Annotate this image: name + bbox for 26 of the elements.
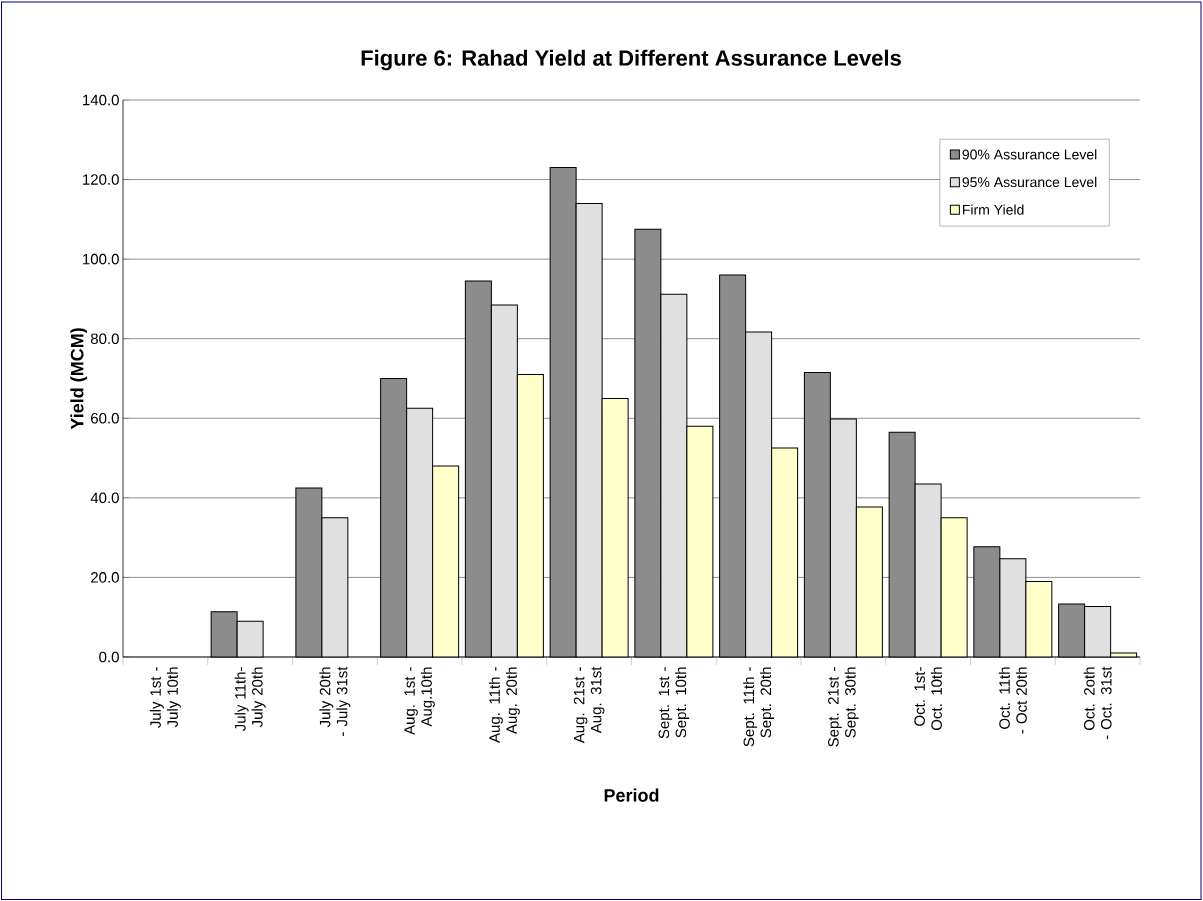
y-tick-label: 100.0 — [83, 253, 119, 265]
legend-label: 90% Assurance Level — [962, 149, 1097, 160]
x-tick-label: Oct. 11th - Oct 20th — [998, 667, 1027, 734]
y-tick-label: 0.0 — [99, 651, 119, 663]
x-tick-label: Oct. 2oth - Oct. 31st — [1083, 666, 1112, 740]
x-tick-label: Sept. 1st -Sept. 10th — [658, 667, 690, 739]
x-tick-label: Oct. 1st- Oct. 10th — [914, 667, 942, 731]
y-tick-label: 60.0 — [91, 412, 119, 424]
y-tick-label: 120.0 — [83, 174, 119, 185]
x-tick-label: Sept. 21st - Sept. 30th — [828, 667, 859, 747]
x-axis-title: Period — [604, 788, 659, 802]
y-tick-label: 140.0 — [83, 94, 119, 106]
legend-label: Firm Yield — [963, 204, 1024, 215]
x-tick-label: Aug. 21st - Aug. 31st — [573, 666, 605, 744]
x-tick-label: July 1st -July 10th — [149, 667, 181, 728]
x-tick-label: July 11th- July 20th — [234, 667, 266, 732]
x-tick-label: Aug. 1st -Aug.10th — [404, 667, 435, 735]
x-tick-label: Sept. 11th - Sept. 20th — [743, 667, 775, 747]
y-tick-label: 40.0 — [90, 492, 119, 504]
chart-title: Figure 6: Rahad Yield at Different Assurance Levels — [361, 49, 901, 71]
y-tick-label: 20.0 — [91, 572, 119, 583]
y-tick-label: 80.0 — [90, 333, 119, 345]
x-tick-label: July 20th - July 31st — [319, 666, 351, 736]
legend-label: 95% Assurance Level — [962, 176, 1097, 188]
x-tick-label: Aug. 11th - Aug. 20th — [488, 667, 520, 743]
y-axis-title: Yield (MCM) — [70, 328, 88, 430]
